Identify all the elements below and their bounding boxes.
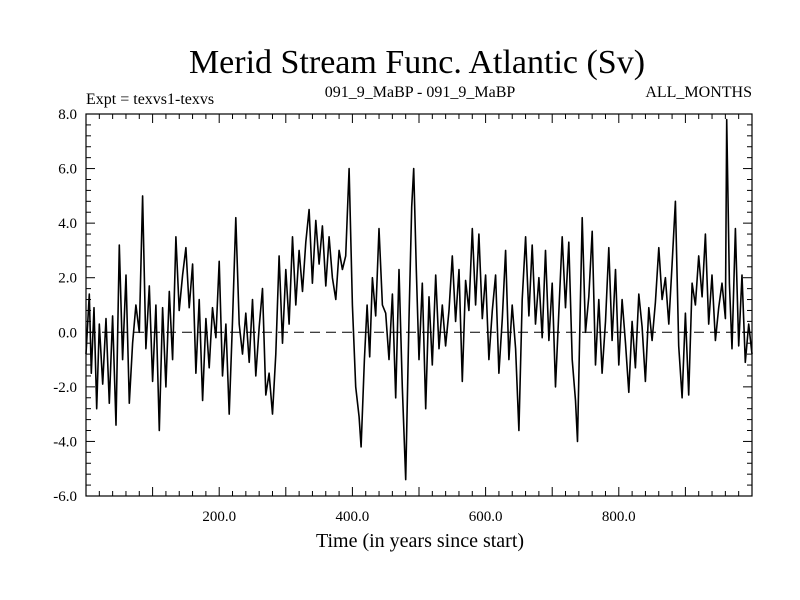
x-tick-label: 800.0 — [602, 509, 636, 525]
header-left: Expt = texvs1-texvs — [86, 91, 214, 108]
y-tick-label: 0.0 — [58, 325, 77, 341]
plot-frame — [85, 113, 753, 497]
y-tick-label: -2.0 — [53, 380, 77, 396]
x-tick-label: 200.0 — [202, 509, 236, 525]
y-tick-label: 4.0 — [58, 216, 77, 232]
y-tick-label: 2.0 — [58, 271, 77, 287]
y-tick-label: -6.0 — [53, 489, 77, 505]
plot-area — [85, 118, 753, 481]
y-tick-label: 8.0 — [58, 107, 77, 123]
chart-title: Merid Stream Func. Atlantic (Sv) — [189, 44, 645, 81]
y-tick-label: 6.0 — [58, 162, 77, 178]
x-tick-label: 400.0 — [336, 509, 370, 525]
x-tick-label: 600.0 — [469, 509, 503, 525]
header-right: ALL_MONTHS — [645, 84, 752, 101]
y-tick-label: -4.0 — [53, 434, 77, 450]
x-axis-label: Time (in years since start) — [316, 530, 524, 552]
series-line-0 — [85, 118, 753, 481]
axes: 200.0 400.0 600.0 800.0 8.0 6.0 4.0 2.0 0.0 -2.0 -… — [53, 107, 753, 525]
header-center: 091_9_MaBP - 091_9_MaBP — [325, 84, 516, 101]
